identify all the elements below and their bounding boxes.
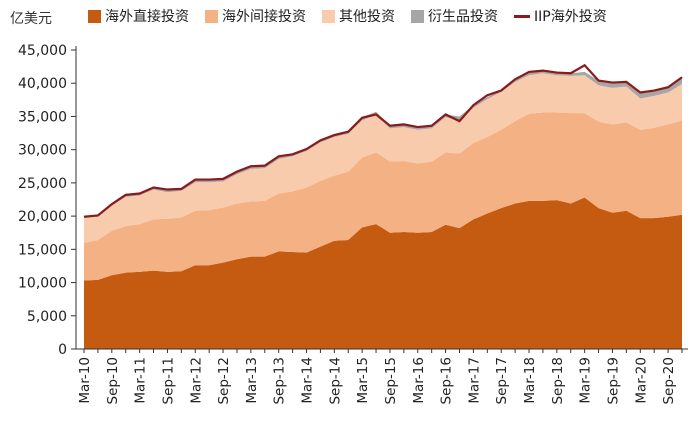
legend-swatch-other (322, 9, 335, 23)
x-tick-label: Sep-20 (661, 357, 677, 405)
legend-item-derivative: 衍生品投资 (411, 6, 498, 26)
y-axis-unit-label: 亿美元 (10, 11, 52, 27)
y-tick-label: 45,000 (18, 43, 67, 59)
x-tick-label: Mar-16 (411, 357, 427, 404)
legend: 海外直接投资 海外间接投资 其他投资 衍生品投资 IIP海外投资 (88, 6, 607, 26)
y-tick-label: 15,000 (18, 242, 67, 258)
legend-swatch-iip (514, 14, 530, 18)
legend-item-iip: IIP海外投资 (514, 6, 607, 26)
x-tick-label: Mar-14 (300, 357, 316, 404)
x-tick-label: Sep-15 (383, 357, 399, 405)
x-tick-label: Sep-14 (327, 357, 343, 405)
x-tick-label: Mar-11 (133, 357, 149, 404)
y-tick-label: 30,000 (18, 143, 67, 159)
legend-label-iip: IIP海外投资 (534, 9, 607, 25)
line-iip-overseas-investment (83, 63, 683, 218)
y-tick-label: 40,000 (18, 76, 67, 92)
x-tick-label: Mar-18 (522, 357, 538, 404)
x-tick-label: Mar-13 (244, 357, 260, 404)
y-tick-label: 35,000 (18, 109, 67, 125)
y-tick-label: 20,000 (18, 209, 67, 225)
area-portfolio-investment (84, 112, 682, 281)
area-derivative-investment (84, 70, 682, 218)
x-tick-label: Sep-17 (494, 357, 510, 405)
area-direct-investment (84, 197, 682, 349)
legend-item-portfolio: 海外间接投资 (205, 6, 306, 26)
legend-item-other: 其他投资 (322, 6, 395, 26)
x-tick-label: Mar-10 (77, 357, 93, 404)
legend-label-derivative: 衍生品投资 (428, 9, 498, 25)
legend-label-direct: 海外直接投资 (105, 9, 189, 25)
x-tick-label: Sep-10 (105, 357, 121, 405)
x-tick-label: Sep-13 (272, 357, 288, 405)
y-tick-label: 10,000 (18, 276, 67, 292)
y-tick-label: 0 (58, 342, 67, 358)
legend-swatch-derivative (411, 9, 424, 23)
x-tick-label: Mar-17 (466, 357, 482, 404)
x-tick-label: Sep-11 (160, 357, 176, 405)
legend-swatch-portfolio (205, 9, 218, 23)
x-tick-label: Mar-15 (355, 357, 371, 404)
x-tick-label: Mar-12 (188, 357, 204, 404)
legend-swatch-direct (88, 9, 101, 23)
y-tick-label: 5,000 (27, 309, 67, 325)
x-tick-label: Sep-18 (550, 357, 566, 405)
legend-label-portfolio: 海外间接投资 (222, 9, 306, 25)
x-tick-label: Sep-19 (605, 357, 621, 405)
x-tick-label: Mar-20 (633, 357, 649, 404)
area-other-investment (84, 73, 682, 243)
x-tick-label: Sep-16 (439, 357, 455, 405)
legend-label-other: 其他投资 (339, 9, 395, 25)
x-tick-label: Mar-19 (578, 357, 594, 404)
legend-item-direct: 海外直接投资 (88, 6, 189, 26)
y-tick-label: 25,000 (18, 176, 67, 192)
x-tick-label: Sep-12 (216, 357, 232, 405)
